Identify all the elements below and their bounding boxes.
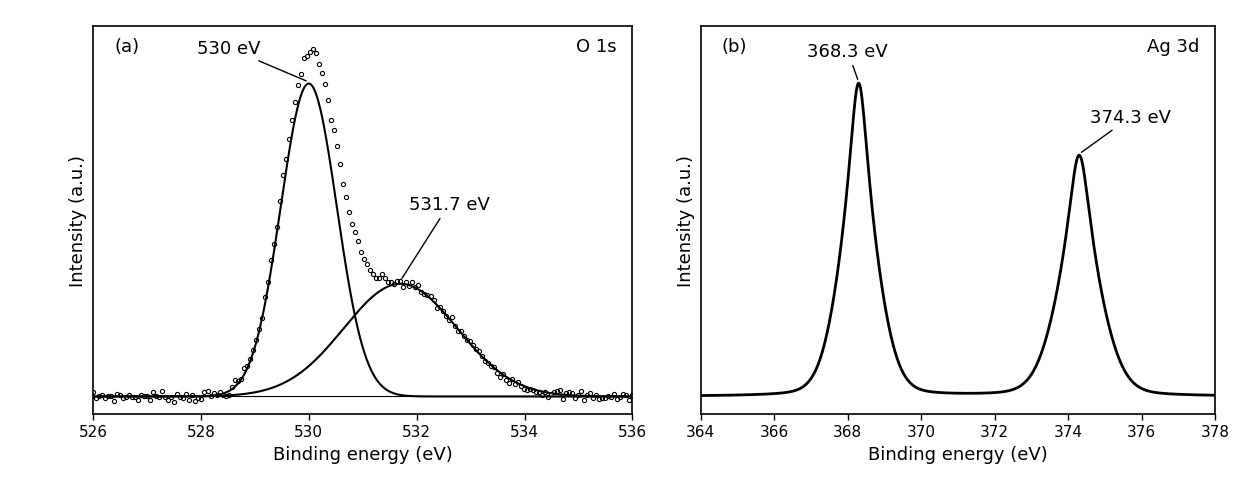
X-axis label: Binding energy (eV): Binding energy (eV) bbox=[273, 445, 453, 463]
Text: 530 eV: 530 eV bbox=[197, 40, 306, 82]
Text: (a): (a) bbox=[114, 38, 140, 56]
Text: 374.3 eV: 374.3 eV bbox=[1081, 108, 1172, 153]
Text: 368.3 eV: 368.3 eV bbox=[807, 43, 888, 80]
Text: (b): (b) bbox=[722, 38, 746, 56]
Text: O 1s: O 1s bbox=[575, 38, 616, 56]
Text: 531.7 eV: 531.7 eV bbox=[402, 196, 490, 279]
Text: Ag 3d: Ag 3d bbox=[1147, 38, 1200, 56]
Y-axis label: Intensity (a.u.): Intensity (a.u.) bbox=[677, 154, 696, 286]
X-axis label: Binding energy (eV): Binding energy (eV) bbox=[868, 445, 1048, 463]
Y-axis label: Intensity (a.u.): Intensity (a.u.) bbox=[69, 154, 88, 286]
